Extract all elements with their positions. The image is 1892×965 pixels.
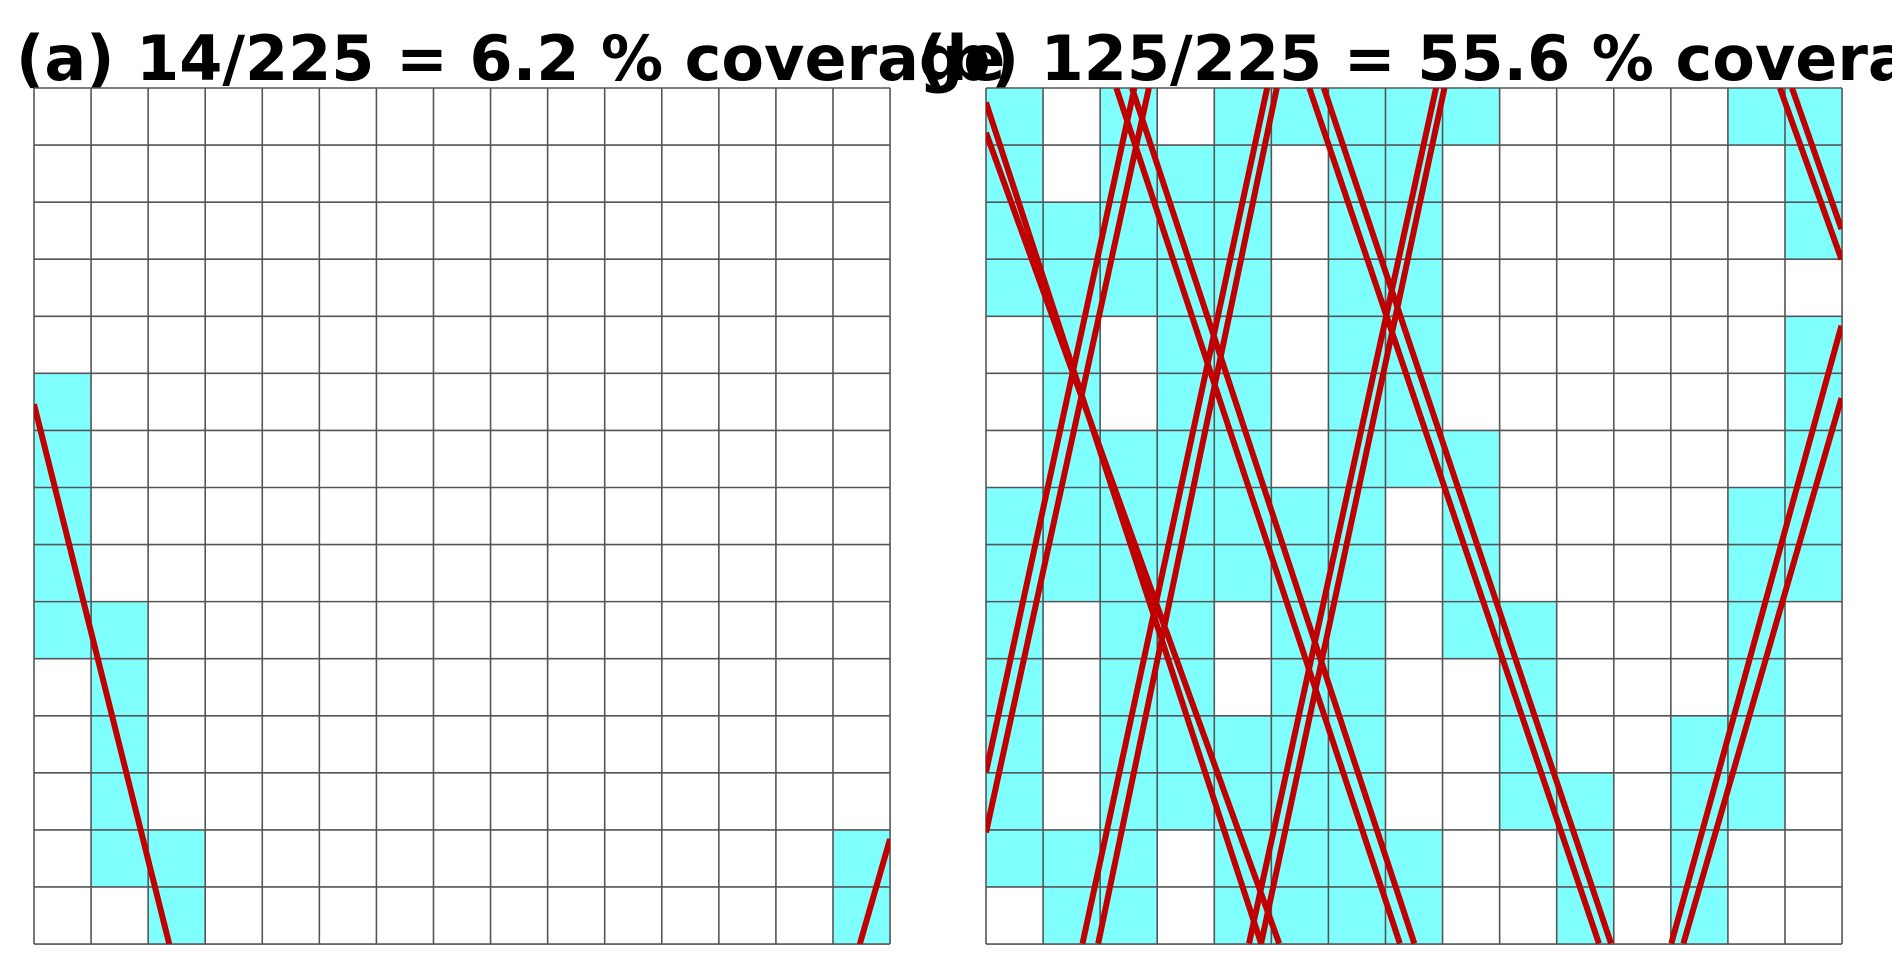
grid-panel	[33, 87, 891, 945]
ray-group	[34, 403, 891, 945]
covered-cell	[1271, 886, 1329, 945]
covered-cell	[986, 487, 1044, 545]
covered-cell	[148, 829, 206, 887]
covered-cell	[1214, 715, 1272, 773]
ray	[1129, 88, 1418, 945]
covered-cell	[1043, 829, 1101, 887]
covered-cell	[1043, 544, 1101, 602]
ray	[1680, 397, 1843, 945]
ray	[1095, 88, 1280, 945]
covered-cell	[1442, 88, 1500, 146]
ray	[1246, 88, 1439, 945]
ray	[1113, 88, 1403, 945]
covered-cell	[1727, 88, 1785, 146]
covered-cell	[34, 373, 92, 431]
covered-cell	[91, 829, 149, 887]
covered-cell	[91, 601, 149, 659]
ray	[986, 88, 1138, 773]
ray-group	[986, 88, 1843, 945]
ray	[856, 838, 891, 945]
ray	[1789, 88, 1843, 231]
covered-cell	[1727, 487, 1785, 545]
ray	[986, 131, 1283, 945]
covered-cell	[1727, 772, 1785, 830]
covered-cell	[1214, 544, 1272, 602]
covered-cell	[1328, 601, 1386, 659]
covered-cell	[1784, 430, 1843, 488]
ray	[1306, 88, 1602, 945]
ray	[1320, 88, 1614, 945]
covered-cell	[1328, 886, 1386, 945]
covered-cell	[986, 829, 1044, 887]
covered-cell	[1100, 829, 1158, 887]
panel-title: (a) 14/225 = 6.2 % coverage	[16, 22, 1005, 95]
covered-cell	[1043, 202, 1101, 260]
covered-cell	[1157, 772, 1215, 830]
ray	[1258, 88, 1448, 945]
panel-title: (b) 125/225 = 55.6 % coverage	[918, 22, 1892, 95]
ray	[986, 88, 1152, 834]
ray	[1668, 324, 1843, 945]
ray	[34, 403, 173, 945]
ray	[1777, 88, 1843, 261]
covered-cell	[34, 601, 92, 659]
ray	[986, 101, 1264, 945]
ray	[1079, 88, 1271, 945]
